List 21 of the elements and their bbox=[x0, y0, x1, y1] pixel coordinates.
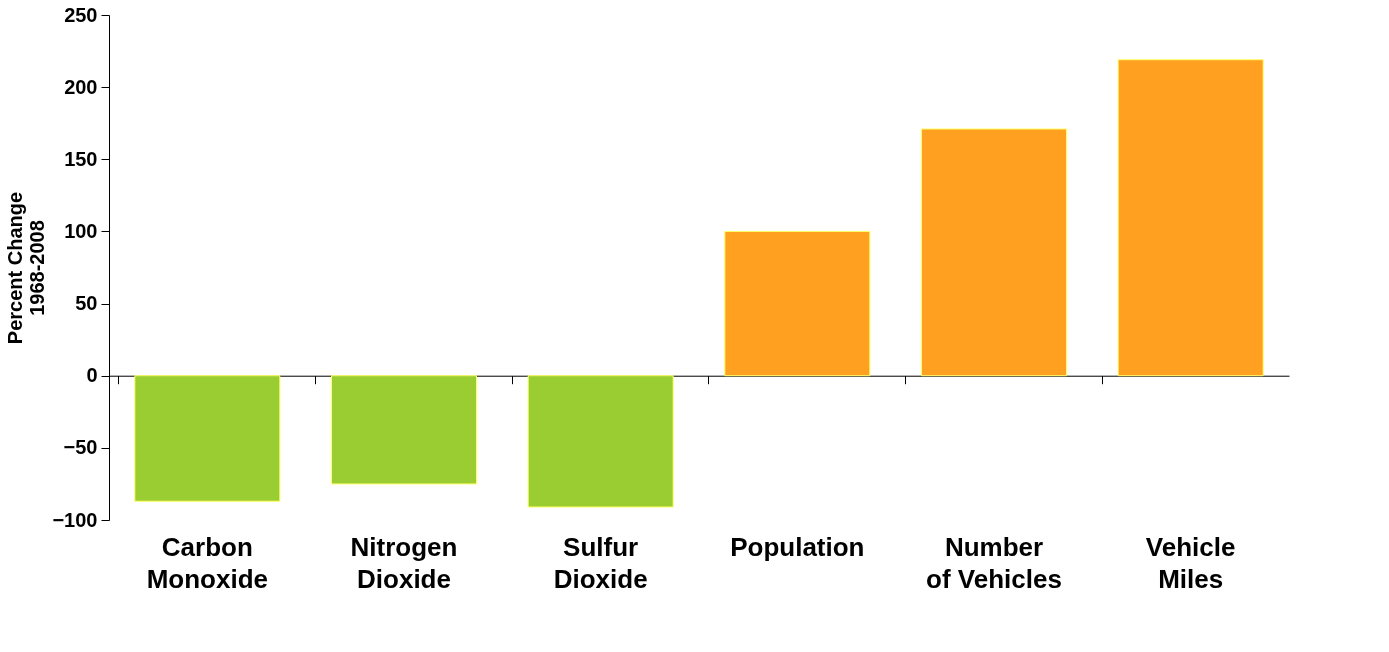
y-tick-label: 0 bbox=[86, 364, 98, 387]
x-tick-label: Sulfur Dioxide bbox=[553, 531, 648, 594]
y-axis-title: Percent Change 1968-2008 bbox=[4, 191, 49, 345]
x-tick-label: Nitrogen Dioxide bbox=[350, 531, 458, 594]
x-tick-label: Number of Vehicles bbox=[926, 531, 1062, 594]
bar bbox=[724, 230, 871, 377]
y-tick-label: 250 bbox=[64, 3, 98, 26]
y-tick-label: 200 bbox=[64, 75, 98, 98]
y-tick-label: 50 bbox=[75, 292, 98, 315]
bar bbox=[1117, 59, 1264, 377]
y-tick-label: 150 bbox=[64, 147, 98, 170]
y-tick-label: 100 bbox=[64, 219, 98, 242]
y-tick-label: −100 bbox=[52, 508, 98, 531]
bar bbox=[331, 375, 477, 485]
x-tick-label: Population bbox=[730, 531, 865, 562]
x-tick-label: Vehicle Miles bbox=[1145, 531, 1236, 594]
bar bbox=[134, 375, 281, 502]
bar bbox=[921, 128, 1067, 377]
y-tick-label: −50 bbox=[63, 436, 98, 459]
bar bbox=[527, 375, 674, 508]
x-tick-label: Carbon Monoxide bbox=[146, 531, 269, 594]
